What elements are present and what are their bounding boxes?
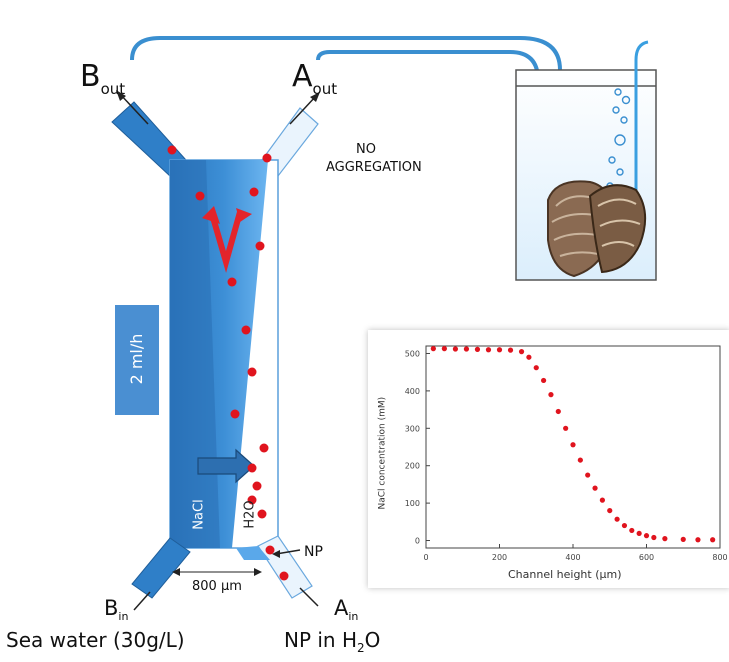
- b-out-label: Bout: [80, 59, 126, 98]
- data-point: [643, 533, 650, 539]
- b-in-label: Bin: [104, 596, 129, 623]
- np-pointer-head: [272, 550, 280, 558]
- outlet-arrowhead-b-small: [116, 90, 126, 101]
- nanoparticles: [167, 145, 289, 581]
- outlet-arrow-b: [119, 93, 149, 125]
- data-point: [563, 425, 569, 431]
- data-point: [496, 347, 503, 353]
- chart-x-axis-label: Channel height (µm): [508, 568, 622, 581]
- inlet-arm-b: [131, 537, 191, 599]
- x-tick-label: 400: [565, 553, 580, 562]
- x-tick-label: 800: [712, 553, 727, 562]
- y-tick-label: 500: [405, 349, 420, 358]
- x-tick-label: 0: [423, 553, 428, 562]
- nacl-label: NaCl: [191, 499, 207, 530]
- data-point: [485, 347, 492, 353]
- y-tick-label: 0: [415, 537, 420, 546]
- sea-water-label: Sea water (30g/L): [6, 628, 185, 652]
- flow-rate-label: 2 ml/h: [127, 333, 146, 385]
- width-arrow-left: [172, 568, 180, 576]
- a-out-label: Aout: [292, 59, 338, 98]
- data-point: [592, 485, 598, 491]
- width-arrow-right: [254, 568, 262, 576]
- x-tick-label: 600: [639, 553, 654, 562]
- data-point: [541, 377, 547, 384]
- data-point: [526, 354, 532, 360]
- flow-rate-badge: 2 ml/h: [115, 305, 159, 415]
- oysters-icon: [547, 180, 647, 278]
- outlet-tube-a: [316, 50, 540, 200]
- nacl-region-shade: [170, 160, 220, 548]
- outlet-tube-b: [130, 36, 562, 195]
- x-tick-label: 200: [492, 553, 507, 562]
- aeration-tube: [634, 40, 649, 230]
- outlet-arrow-a: [289, 95, 317, 125]
- y-tick-label: 300: [405, 424, 420, 433]
- data-point: [518, 349, 525, 355]
- y-tick-label: 200: [405, 462, 420, 471]
- data-point: [507, 347, 514, 353]
- data-point: [441, 346, 447, 352]
- data-point: [577, 457, 583, 463]
- no-aggregation-line1: NO: [356, 142, 376, 157]
- inlet-arrow-b: [133, 591, 151, 611]
- width-label: 800 µm: [192, 579, 242, 594]
- concentration-chart-svg: 0 200 400 600 800 0 100 200 300 400 500: [405, 345, 728, 562]
- data-point: [463, 346, 470, 352]
- data-point: [474, 346, 481, 352]
- velocity-arrows-icon: [202, 206, 252, 273]
- data-point: [695, 537, 701, 543]
- data-point: [599, 497, 605, 503]
- data-point: [555, 408, 561, 415]
- no-aggregation-line2: AGGREGATION: [326, 160, 422, 175]
- y-tick-label: 400: [405, 387, 420, 396]
- np-label: NP: [304, 544, 323, 560]
- h2o-label: H2O: [242, 500, 258, 529]
- data-point: [607, 507, 613, 514]
- y-tick-label: 100: [405, 499, 420, 508]
- diffusion-arrow: [197, 448, 255, 484]
- data-point: [430, 346, 436, 352]
- concentration-chart: 0 200 400 600 800 0 100 200 300 400 500 Channel he…: [368, 330, 729, 588]
- data-point: [548, 392, 554, 398]
- chart-y-axis-label: NaCl concentration (mM): [377, 396, 388, 510]
- a-in-label: Ain: [334, 596, 359, 623]
- data-point: [533, 365, 539, 371]
- data-point: [662, 536, 668, 542]
- inlet-arrow-a: [299, 587, 319, 607]
- np-in-water-label: NP in H2O: [284, 628, 381, 655]
- data-point: [629, 527, 635, 534]
- data-point: [680, 536, 686, 542]
- data-point: [621, 522, 628, 529]
- data-point: [651, 534, 657, 541]
- data-point: [570, 442, 576, 448]
- outlet-arrowhead-a-small: [310, 92, 320, 102]
- data-point: [636, 530, 642, 537]
- inlet-arm-a-blue: [236, 546, 270, 560]
- data-point: [452, 346, 458, 352]
- data-point: [614, 516, 620, 522]
- data-point: [585, 472, 591, 478]
- data-point: [710, 537, 716, 543]
